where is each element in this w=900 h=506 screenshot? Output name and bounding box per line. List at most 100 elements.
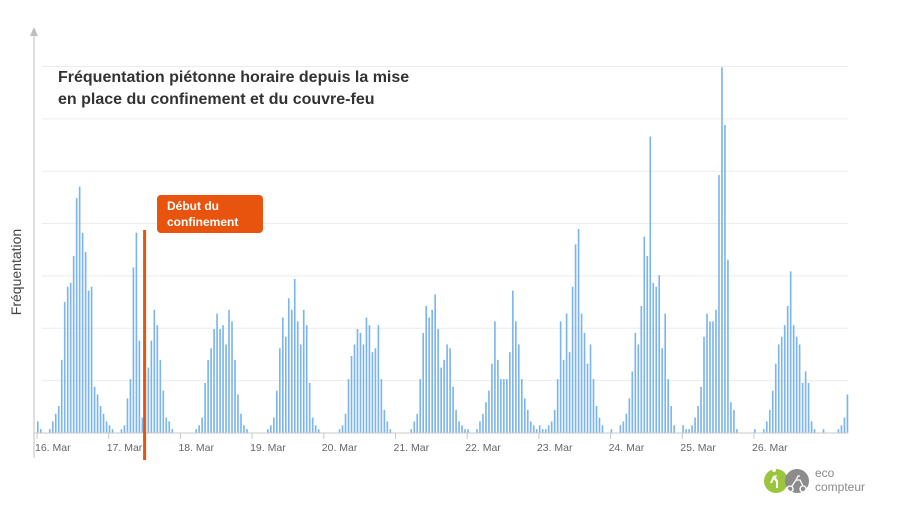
bar-3-13 — [290, 309, 293, 433]
chart-title-line-2: en place du confinement et du couvre-feu — [58, 91, 375, 108]
bar-9-9 — [709, 321, 711, 433]
bar-9-4 — [694, 417, 696, 433]
bar-4-18 — [377, 325, 380, 433]
bar-4-17 — [374, 348, 377, 433]
bar-3-17 — [302, 309, 305, 433]
bar-7-8 — [562, 359, 565, 433]
x-tick-label-9: 25. Mar — [680, 442, 716, 454]
bar-1-6 — [126, 398, 129, 433]
bar-2-20 — [240, 413, 242, 433]
bar-8-8 — [634, 332, 637, 433]
bar-3-8 — [276, 390, 278, 433]
bar-8-9 — [637, 344, 640, 433]
bar-10-19 — [810, 421, 813, 433]
bar-10-20 — [813, 429, 816, 433]
bar-1-9 — [135, 232, 138, 433]
bar-8-14 — [652, 282, 655, 433]
bar-7-18 — [592, 379, 595, 433]
bar-8-3 — [619, 425, 622, 433]
bar-7-10 — [568, 352, 571, 433]
bar-0-13 — [75, 198, 78, 433]
bar-2-12 — [216, 313, 218, 433]
bar-4-15 — [368, 325, 371, 433]
bar-2-14 — [222, 325, 224, 433]
logo-cyclist-icon — [785, 469, 809, 493]
bar-2-22 — [246, 429, 248, 433]
logo-walker-figure — [770, 468, 778, 488]
bar-2-18 — [234, 359, 236, 433]
bar-0-9 — [63, 302, 66, 433]
bar-8-16 — [658, 275, 661, 433]
bar-8-21 — [673, 425, 675, 433]
bar-4-21 — [386, 421, 389, 433]
bar-6-8 — [491, 363, 493, 433]
bar-7-4 — [550, 421, 553, 433]
bar-1-15 — [153, 309, 156, 433]
bar-3-21 — [314, 425, 317, 433]
bar-4-7 — [344, 413, 347, 433]
bar-10-23 — [822, 429, 825, 433]
bar-1-16 — [156, 325, 159, 433]
bar-10-12 — [789, 271, 792, 433]
bar-4-9 — [350, 356, 353, 433]
bar-7-6 — [556, 379, 559, 433]
bar-9-0 — [682, 425, 684, 433]
bar-7-14 — [580, 313, 583, 433]
bar-4-22 — [389, 429, 392, 433]
bar-9-14 — [724, 125, 726, 433]
bar-7-13 — [577, 228, 580, 433]
bar-0-4 — [48, 429, 51, 433]
bar-5-8 — [419, 379, 422, 433]
bar-8-11 — [643, 236, 646, 433]
bar-2-8 — [204, 382, 206, 433]
x-tick-label-6: 22. Mar — [465, 442, 501, 454]
bar-9-6 — [700, 386, 702, 433]
bar-0-15 — [81, 232, 84, 433]
confinement-annotation: Début du confinement — [143, 195, 263, 460]
eco-compteur-logo: eco compteur — [764, 466, 865, 494]
bar-9-3 — [691, 425, 693, 433]
bar-5-11 — [428, 317, 430, 433]
bar-1-19 — [165, 417, 168, 433]
bar-10-15 — [798, 344, 801, 433]
bar-6-22 — [532, 425, 535, 433]
bar-8-18 — [664, 313, 667, 433]
x-tick-label-2: 18. Mar — [178, 442, 214, 454]
bar-9-10 — [712, 321, 714, 433]
x-tick-label-5: 21. Mar — [394, 442, 430, 454]
bar-10-16 — [801, 382, 804, 433]
bar-10-7 — [774, 363, 777, 433]
x-tick-label-4: 20. Mar — [322, 442, 358, 454]
bar-1-8 — [132, 267, 135, 433]
bar-4-14 — [365, 317, 368, 433]
confinement-label-line-1: Début du — [167, 199, 219, 213]
bars — [37, 67, 849, 434]
bar-4-20 — [383, 409, 386, 433]
bar-10-0 — [754, 429, 756, 433]
y-axis-label: Fréquentation — [8, 229, 24, 315]
bar-9-16 — [730, 402, 732, 433]
bar-7-1 — [541, 429, 544, 433]
bar-3-20 — [311, 417, 314, 433]
bar-4-5 — [338, 429, 341, 433]
bar-8-13 — [649, 136, 652, 434]
bar-6-3 — [476, 429, 478, 433]
bar-6-7 — [488, 390, 490, 433]
bar-8-7 — [631, 371, 634, 433]
bar-0-7 — [57, 406, 60, 433]
bar-2-13 — [219, 329, 221, 433]
bar-6-19 — [523, 398, 526, 433]
bar-5-5 — [410, 429, 413, 433]
bar-3-16 — [299, 344, 302, 433]
bar-11-6 — [843, 417, 846, 433]
bar-0-16 — [84, 252, 87, 433]
bar-7-0 — [538, 425, 541, 433]
bar-2-21 — [243, 425, 245, 433]
bar-4-6 — [341, 425, 344, 433]
bar-3-11 — [284, 336, 287, 433]
bar-0-1 — [39, 429, 42, 433]
bar-9-5 — [697, 406, 699, 433]
logo-text-eco: eco — [815, 466, 835, 480]
bar-0-19 — [93, 386, 96, 433]
